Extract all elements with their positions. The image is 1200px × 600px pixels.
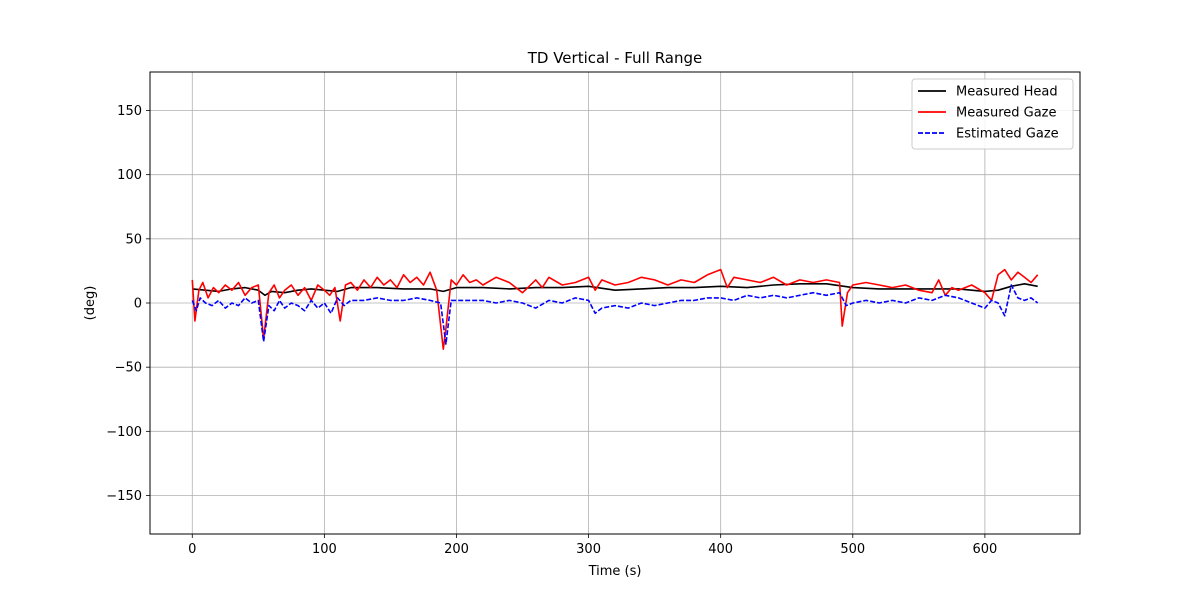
x-tick-label: 100 [312, 542, 337, 557]
y-tick-label: −50 [115, 361, 142, 376]
x-tick-label: 500 [840, 542, 865, 557]
y-tick-label: −100 [106, 425, 142, 440]
legend-entry-label: Measured Head [956, 85, 1058, 100]
axis-ticks: 0 100 200 300 400 500 600 −150 −100 −50 0 50 100 150 [106, 104, 997, 557]
x-tick-label: 600 [972, 542, 997, 557]
series-line-measured-head [192, 282, 1038, 297]
legend: Measured Head Measured Gaze Estimated Gaze [911, 78, 1074, 150]
x-tick-label: 200 [444, 542, 469, 557]
series-lines [191, 268, 1039, 351]
legend-box [911, 78, 1074, 150]
legend-entry-label: Measured Gaze [956, 106, 1057, 121]
x-tick-label: 300 [576, 542, 601, 557]
x-axis-label: Time (s) [588, 564, 642, 579]
legend-entry-label: Estimated Gaze [956, 127, 1059, 142]
series-line-estimated-gaze [191, 284, 1039, 345]
y-tick-label: 50 [125, 232, 142, 247]
series-line-measured-gaze [191, 268, 1039, 351]
x-tick-label: 0 [188, 542, 196, 557]
y-axis-label: (deg) [83, 286, 98, 321]
x-tick-label: 400 [708, 542, 733, 557]
chart-title: TD Vertical - Full Range [527, 49, 703, 67]
y-tick-label: 150 [117, 104, 142, 119]
y-tick-label: −150 [106, 489, 142, 504]
y-tick-label: 100 [117, 168, 142, 183]
y-tick-label: 0 [134, 297, 142, 312]
